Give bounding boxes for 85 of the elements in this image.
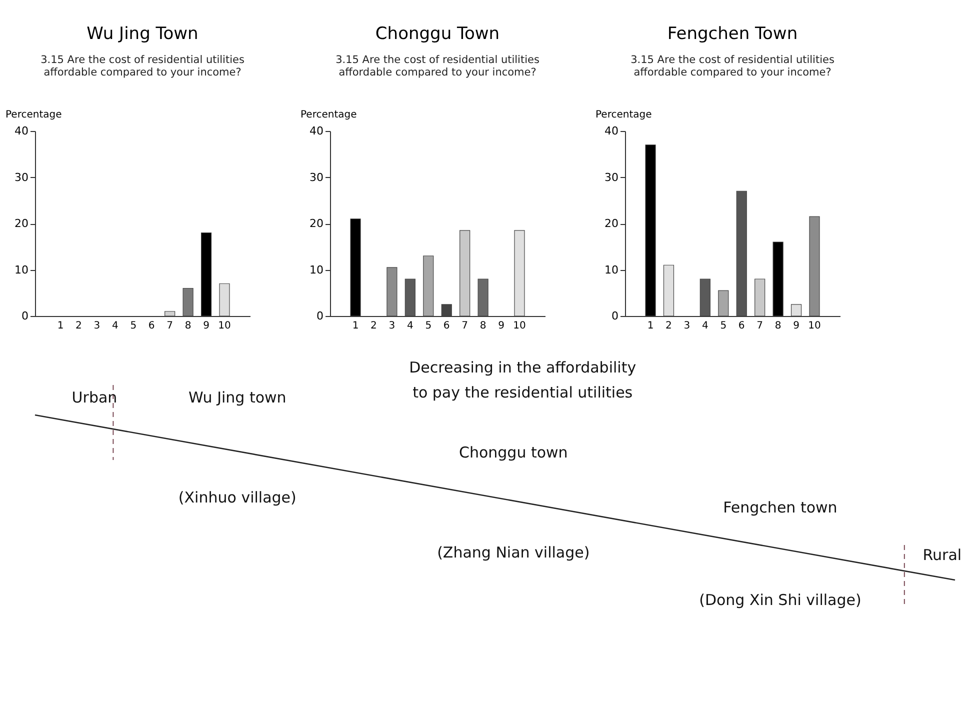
bar bbox=[460, 230, 470, 316]
text: (Zhang Nian village) bbox=[437, 544, 590, 562]
x-tick-label: 5 bbox=[425, 320, 432, 332]
bar bbox=[423, 256, 434, 316]
x-tick-label: 2 bbox=[76, 320, 82, 332]
y-axis-title: Percentage bbox=[300, 110, 357, 120]
chart-subtitle: 3.15 Are the cost of residential utilities affordable compared to your income? bbox=[336, 54, 540, 78]
bar bbox=[645, 144, 656, 316]
y-axis-title: Percentage bbox=[596, 110, 652, 120]
y-tick-label: 20 bbox=[310, 217, 324, 230]
x-tick-label: 1 bbox=[647, 320, 654, 332]
bar bbox=[164, 311, 176, 316]
x-tick-label: 4 bbox=[406, 320, 414, 332]
x-tick-label: 8 bbox=[184, 320, 192, 332]
text: Rural bbox=[922, 546, 962, 564]
x-tick-label: 2 bbox=[666, 320, 672, 332]
x-tick-label: 1 bbox=[352, 320, 359, 332]
text: Urban bbox=[72, 388, 118, 406]
bar bbox=[772, 242, 784, 316]
chart-title: Wu Jing Town bbox=[86, 24, 198, 44]
y-tick-label: 40 bbox=[310, 124, 324, 138]
chart-subtitle: 3.15 Are the cost of residential utilities affordable compared to your income? bbox=[40, 54, 244, 78]
bar bbox=[736, 190, 747, 316]
y-tick-label: 40 bbox=[604, 124, 618, 138]
x-tick-label: 3 bbox=[388, 320, 396, 332]
x-tick-label: 4 bbox=[702, 320, 708, 332]
chart-title: Fengchen Town bbox=[667, 24, 798, 44]
bar bbox=[754, 278, 766, 316]
chart-title: Chonggu Town bbox=[375, 24, 500, 44]
bar bbox=[182, 288, 194, 316]
y-tick-label: 30 bbox=[14, 170, 28, 184]
text: Decreasing in the affordability bbox=[409, 358, 636, 376]
bar bbox=[478, 278, 488, 316]
x-tick-label: 3 bbox=[94, 320, 100, 332]
x-tick-label: 6 bbox=[738, 320, 745, 332]
x-tick-label: 8 bbox=[480, 320, 486, 332]
text: Fengchen town bbox=[723, 498, 838, 516]
x-tick-label: 7 bbox=[756, 320, 764, 332]
y-tick-label: 40 bbox=[14, 124, 28, 138]
y-tick-label: 0 bbox=[612, 310, 618, 322]
y-tick-label: 0 bbox=[22, 310, 28, 322]
x-tick-label: 5 bbox=[720, 320, 727, 332]
bar bbox=[663, 264, 674, 316]
bar bbox=[514, 230, 525, 316]
x-tick-label: 9 bbox=[203, 320, 210, 332]
bar bbox=[219, 283, 230, 316]
x-tick-label: 10 bbox=[808, 320, 821, 332]
x-tick-label: 9 bbox=[793, 320, 800, 332]
y-tick-label: 10 bbox=[604, 263, 618, 276]
text: to pay the residential utilities bbox=[412, 384, 633, 402]
y-tick-label: 20 bbox=[14, 217, 28, 230]
bar bbox=[441, 304, 452, 316]
bar bbox=[386, 267, 398, 316]
bar bbox=[350, 218, 361, 316]
x-tick-label: 10 bbox=[218, 320, 231, 332]
y-tick-label: 10 bbox=[14, 263, 28, 276]
bar bbox=[200, 232, 212, 316]
y-tick-label: 10 bbox=[310, 263, 324, 276]
bar bbox=[809, 216, 820, 316]
text: (Dong Xin Shi village) bbox=[699, 591, 862, 609]
text: (Xinhuo village) bbox=[178, 488, 296, 506]
bar bbox=[700, 278, 710, 316]
x-tick-label: 10 bbox=[513, 320, 526, 332]
x-tick-label: 4 bbox=[112, 320, 118, 332]
x-tick-label: 2 bbox=[370, 320, 377, 332]
bar bbox=[404, 278, 416, 316]
x-tick-label: 6 bbox=[443, 320, 450, 332]
y-tick-label: 20 bbox=[604, 217, 618, 230]
text: Chonggu town bbox=[458, 444, 568, 462]
text: Wu Jing town bbox=[188, 388, 286, 406]
y-tick-label: 0 bbox=[316, 310, 324, 322]
bar bbox=[718, 290, 729, 316]
chart-subtitle: 3.15 Are the cost of residential utilities affordable compared to your income? bbox=[630, 54, 834, 78]
bar bbox=[790, 304, 802, 316]
x-tick-label: 7 bbox=[166, 320, 174, 332]
x-tick-label: 3 bbox=[684, 320, 690, 332]
y-axis-title: Percentage bbox=[6, 110, 62, 120]
x-tick-label: 9 bbox=[498, 320, 504, 332]
x-tick-label: 1 bbox=[57, 320, 64, 332]
y-tick-label: 30 bbox=[310, 170, 324, 184]
x-tick-label: 5 bbox=[130, 320, 137, 332]
x-tick-label: 7 bbox=[462, 320, 468, 332]
x-tick-label: 6 bbox=[148, 320, 155, 332]
y-tick-label: 30 bbox=[604, 170, 618, 184]
x-tick-label: 8 bbox=[774, 320, 782, 332]
